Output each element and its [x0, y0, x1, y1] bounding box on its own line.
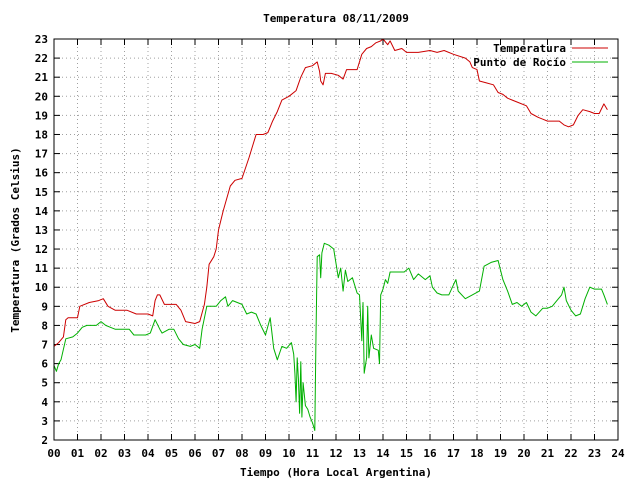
plot-frame	[53, 38, 619, 441]
x-tick-label: 20	[517, 447, 530, 460]
x-tick-label: 00	[47, 447, 60, 460]
y-tick-label: 4	[41, 396, 48, 409]
y-tick-label: 17	[35, 148, 48, 161]
y-tick-label: 22	[35, 52, 48, 65]
y-tick-label: 18	[35, 128, 48, 141]
grid-lines	[54, 39, 618, 440]
y-tick-label: 19	[35, 109, 48, 122]
x-tick-label: 10	[282, 447, 295, 460]
x-tick-label: 04	[141, 447, 155, 460]
x-tick-label: 09	[259, 447, 272, 460]
x-tick-label: 14	[376, 447, 390, 460]
x-tick-label: 02	[94, 447, 107, 460]
x-tick-label: 12	[329, 447, 342, 460]
y-tick-label: 2	[41, 434, 48, 447]
series-line-temperatura	[53, 38, 608, 347]
y-tick-label: 5	[41, 377, 48, 390]
y-tick-label: 13	[35, 224, 48, 237]
y-tick-label: 23	[35, 33, 48, 46]
y-axis-label: Temperatura (Grados Celsius)	[9, 147, 22, 332]
legend: Temperatura Punto de Rocío	[473, 42, 608, 69]
x-tick-label: 23	[588, 447, 601, 460]
x-tick-label: 24	[611, 447, 625, 460]
y-tick-label: 20	[35, 90, 48, 103]
x-tick-label: 15	[400, 447, 413, 460]
y-tick-label: 9	[41, 300, 48, 313]
x-tick-label: 06	[188, 447, 202, 460]
x-tick-label: 21	[541, 447, 555, 460]
x-axis-label: Tiempo (Hora Local Argentina)	[240, 466, 432, 479]
x-tick-label: 11	[306, 447, 320, 460]
legend-label-temperatura: Temperatura	[493, 42, 566, 55]
y-tick-label: 12	[35, 243, 48, 256]
x-tick-labels: 00 01 02 03 04 05 06 07 08 09 10 11 12 13 14 15 16 17 18 19…	[47, 447, 625, 460]
x-tick-label: 19	[494, 447, 507, 460]
x-tick-label: 05	[165, 447, 178, 460]
y-tick-label: 11	[35, 262, 49, 275]
x-tick-label: 22	[564, 447, 577, 460]
x-tick-label: 08	[235, 447, 248, 460]
x-tick-label: 07	[212, 447, 225, 460]
series-lines	[53, 38, 608, 431]
x-tick-label: 16	[423, 447, 437, 460]
series-line-punto-de-rocio	[53, 242, 608, 431]
y-tick-label: 7	[41, 339, 48, 352]
y-tick-label: 14	[35, 205, 49, 218]
legend-label-punto-de-rocio: Punto de Rocío	[473, 56, 566, 69]
y-tick-label: 8	[41, 319, 48, 332]
x-tick-label: 18	[470, 447, 483, 460]
y-tick-label: 6	[41, 358, 48, 371]
x-tick-label: 13	[353, 447, 366, 460]
y-tick-label: 21	[35, 71, 49, 84]
x-tick-label: 03	[118, 447, 131, 460]
x-tick-label: 01	[71, 447, 85, 460]
chart-title: Temperatura 08/11/2009	[263, 12, 409, 25]
y-tick-label: 3	[41, 415, 48, 428]
y-tick-label: 15	[35, 186, 48, 199]
x-tick-label: 17	[447, 447, 460, 460]
y-tick-label: 10	[35, 281, 48, 294]
y-tick-label: 16	[35, 167, 49, 180]
